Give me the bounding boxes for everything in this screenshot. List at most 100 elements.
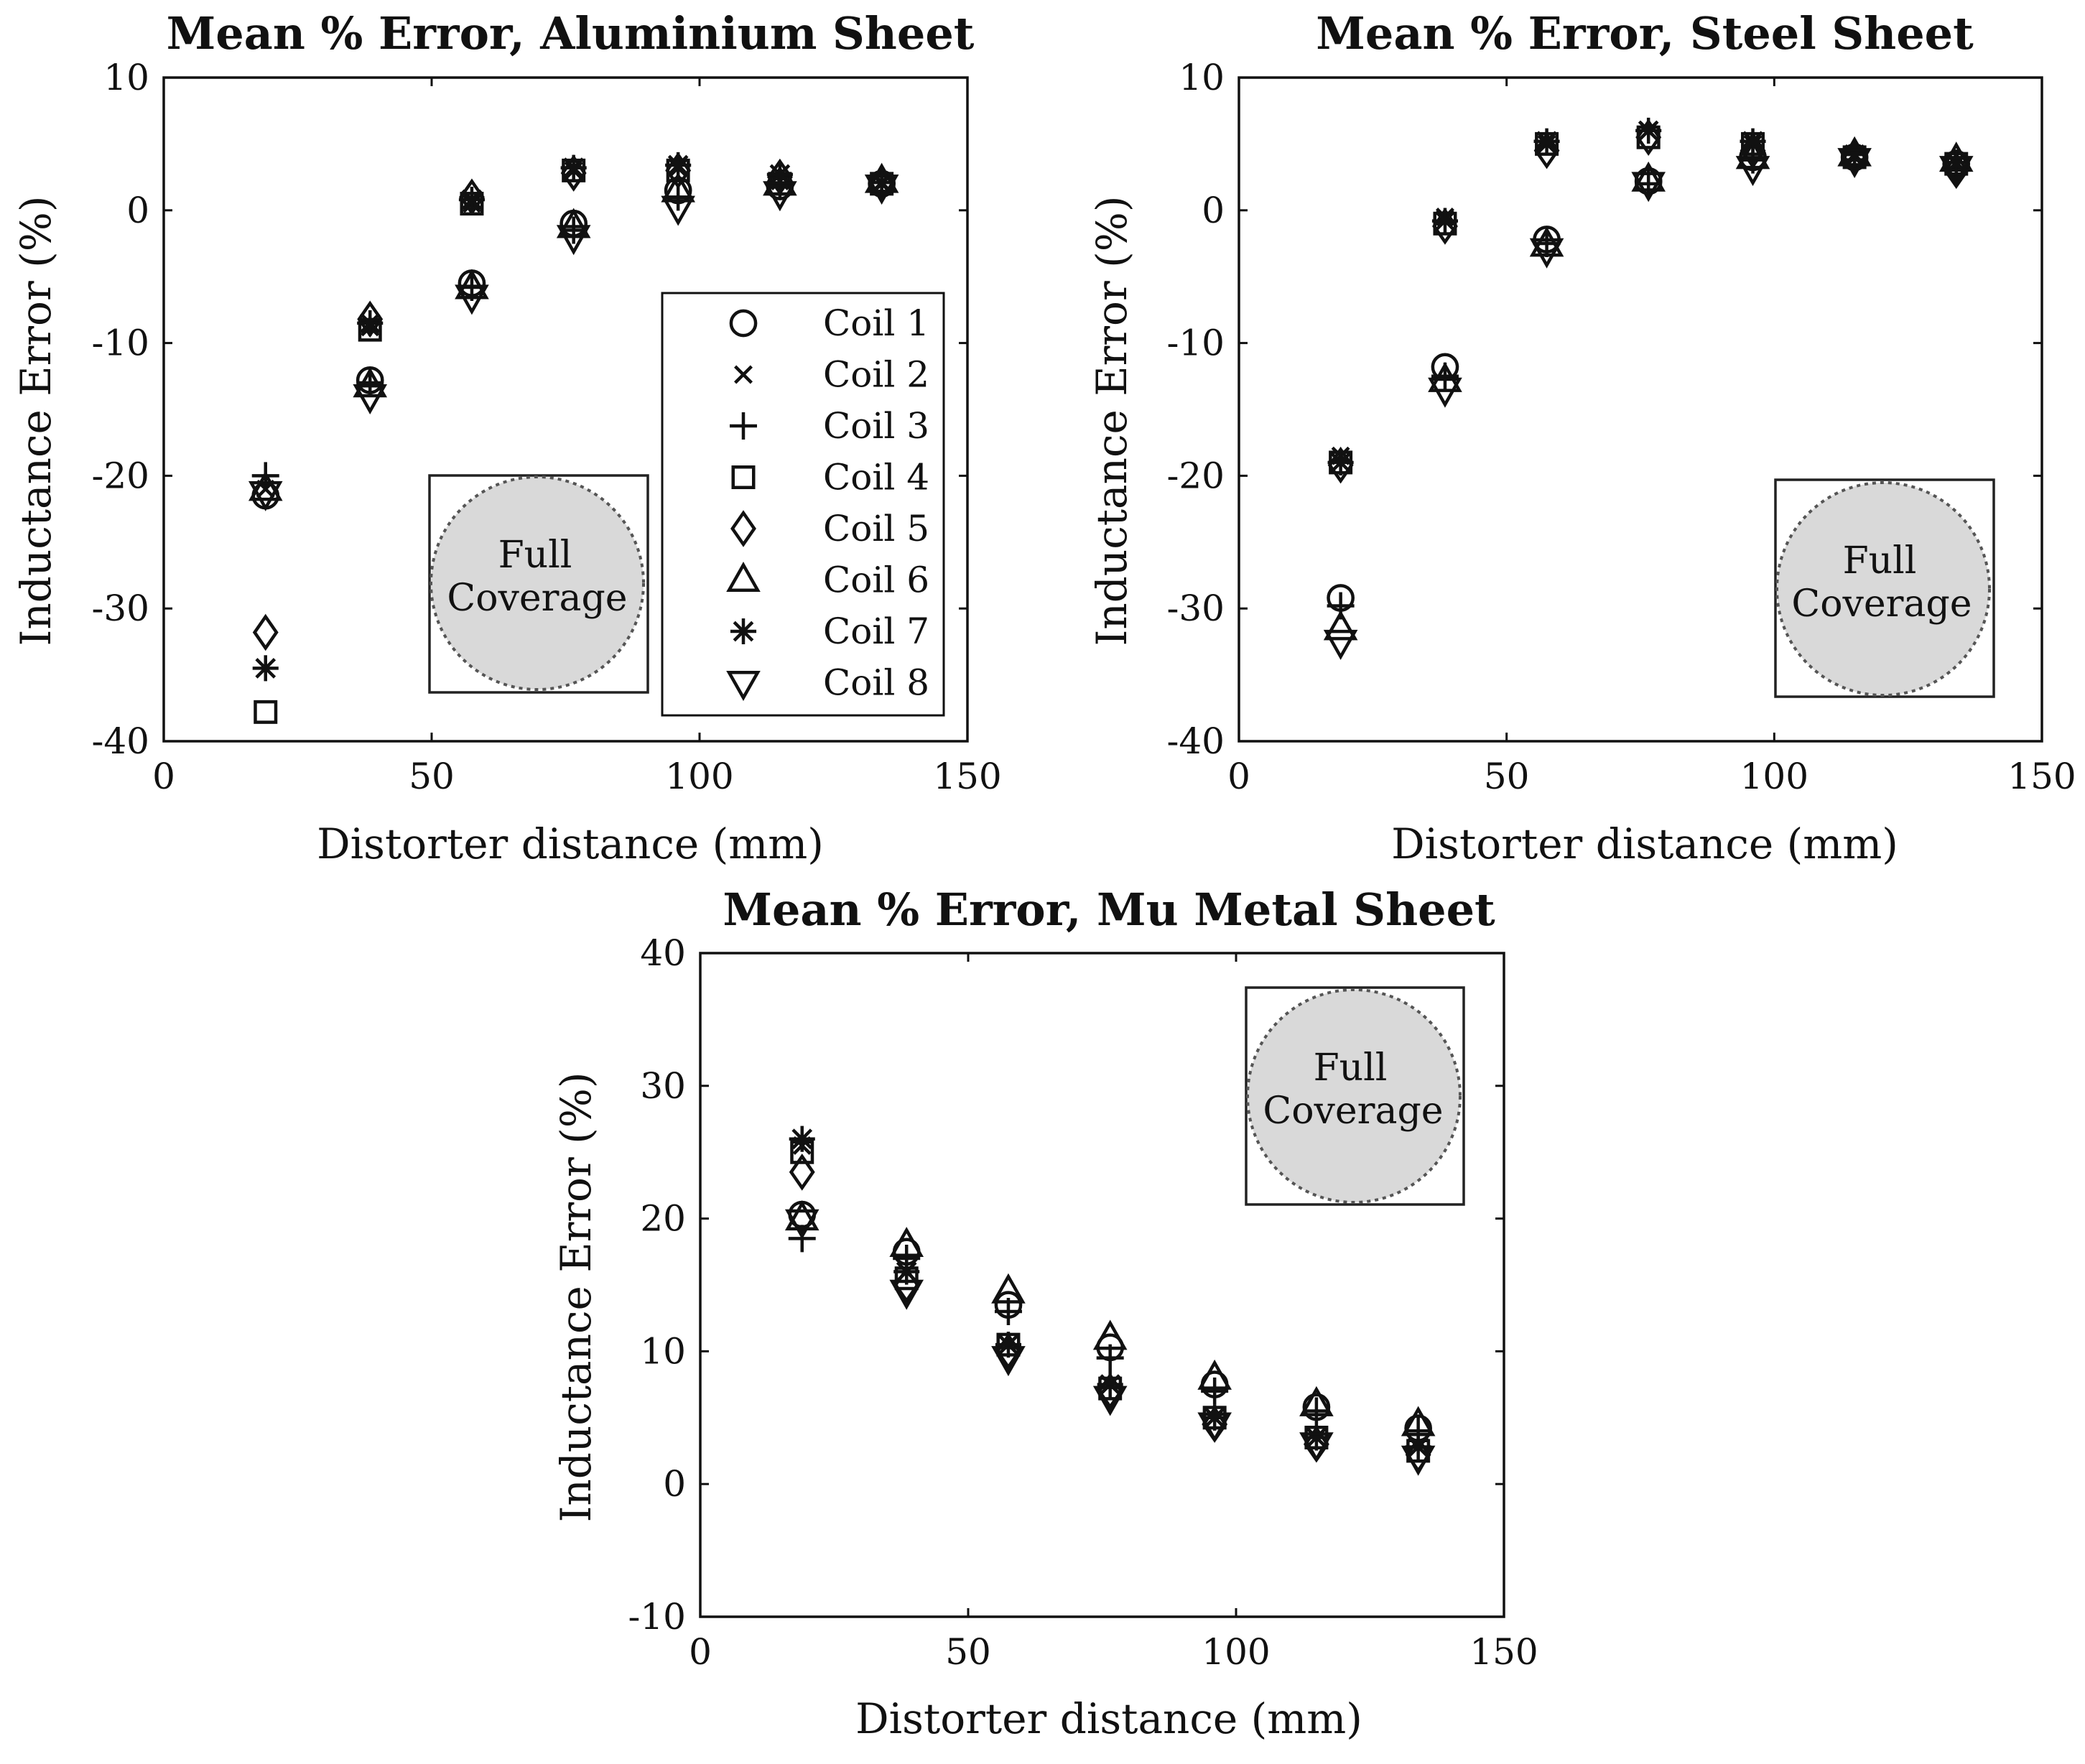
- data-point-coil-7: [893, 1258, 920, 1285]
- data-point-coil-5: [789, 1153, 815, 1191]
- data-point-coil-7: [1431, 208, 1458, 234]
- x-tick-label: 0: [1227, 756, 1250, 797]
- inset-disc: [1246, 988, 1462, 1204]
- y-tick-label: -30: [1166, 588, 1225, 629]
- y-tick-label: 20: [640, 1198, 686, 1240]
- legend: Coil 1 Coil 2 Coil 3 Coil 4 Coil 5 Coil 6 Coil…: [661, 292, 945, 717]
- data-point-coil-8: [1092, 1385, 1128, 1416]
- y-tick-label: 0: [1202, 190, 1225, 231]
- y-tick-label: -20: [91, 455, 149, 496]
- data-point-coil-8: [889, 1279, 924, 1310]
- y-tick-label: 10: [103, 57, 149, 98]
- inset-label-coverage: Coverage: [1791, 582, 1972, 626]
- data-point-coil-7: [1303, 1424, 1329, 1451]
- data-point-coil-5: [1943, 152, 1969, 190]
- x-tick-label: 50: [945, 1631, 991, 1673]
- data-point-coil-6: [661, 172, 695, 203]
- data-point-coil-7: [560, 154, 587, 181]
- data-point-coil-5: [1327, 446, 1354, 484]
- y-axis-label: Inductance Error (%): [552, 1072, 600, 1523]
- x-tick-label: 100: [1740, 756, 1808, 797]
- data-point-coil-7: [868, 169, 895, 196]
- data-point-coil-6: [248, 470, 283, 501]
- data-point-coil-8: [1837, 148, 1872, 179]
- data-point-coil-8: [763, 181, 797, 212]
- legend-marker-coil-7: [730, 618, 757, 645]
- data-point-coil-7: [1202, 1404, 1228, 1431]
- inset-full-coverage: Full Coverage: [1774, 478, 1995, 698]
- data-point-coil-4: [254, 700, 278, 724]
- data-point-coil-5: [252, 613, 279, 651]
- legend-box: [661, 292, 945, 717]
- axes-box: [162, 76, 969, 743]
- legend-marker-coil-2: [734, 365, 753, 384]
- legend-label: Coil 3: [823, 405, 929, 447]
- data-point-coil-6: [1735, 139, 1770, 170]
- data-point-coil-8: [991, 1346, 1026, 1377]
- data-point-coil-7: [1097, 1371, 1123, 1398]
- chart-title: Mean % Error, Steel Sheet: [1316, 7, 1974, 60]
- y-tick-label: -40: [91, 720, 149, 762]
- y-tick-label: -10: [628, 1596, 686, 1638]
- x-tick-label: 150: [1469, 1631, 1538, 1673]
- x-tick-label: 150: [933, 756, 1001, 797]
- data-point-coil-8: [353, 384, 388, 414]
- data-point-coil-8: [248, 481, 283, 511]
- data-point-coil-6: [1631, 161, 1666, 192]
- x-tick-label: 50: [409, 756, 455, 797]
- data-point-coil-8: [1323, 629, 1358, 660]
- data-markers: [1323, 117, 1974, 660]
- data-point-coil-3: [1201, 1377, 1229, 1405]
- y-tick-label: 30: [640, 1065, 686, 1107]
- data-point-coil-7: [1842, 141, 1868, 168]
- x-tick-label: 0: [689, 1631, 712, 1673]
- legend-label: Coil 5: [823, 508, 929, 549]
- y-tick-label: -10: [1166, 322, 1225, 364]
- data-point-coil-7: [458, 186, 485, 213]
- axes-box: [1237, 76, 2043, 743]
- y-tick-label: 40: [640, 932, 686, 974]
- axes-box: [699, 952, 1505, 1618]
- data-point-coil-3: [1302, 1397, 1330, 1425]
- inset-disc: [1775, 481, 1991, 697]
- chart-mu-metal: Mean % Error, Mu Metal Sheet Distorter d…: [552, 883, 1538, 1743]
- data-point-coil-6: [1197, 1359, 1232, 1390]
- data-point-coil-8: [1428, 377, 1462, 408]
- data-point-coil-5: [1533, 131, 1560, 170]
- legend-label: Coil 2: [823, 354, 929, 396]
- data-point-coil-7: [252, 655, 279, 682]
- legend-marker-coil-1: [729, 309, 758, 338]
- data-point-coil-6: [1323, 610, 1358, 641]
- inset-frame: [428, 474, 649, 694]
- data-point-coil-6: [991, 1273, 1026, 1304]
- legend-marker-coil-5: [730, 510, 756, 547]
- data-point-coil-7: [1943, 149, 1969, 176]
- x-axis-label: Distorter distance (mm): [1391, 820, 1898, 868]
- data-point-coil-6: [1092, 1319, 1128, 1350]
- data-point-coil-6: [353, 367, 388, 398]
- inset-label-coverage: Coverage: [1263, 1090, 1443, 1133]
- data-point-coil-7: [1635, 117, 1662, 144]
- data-point-coil-7: [789, 1125, 815, 1152]
- inset-label-coverage: Coverage: [447, 577, 627, 620]
- legend-label: Coil 7: [823, 611, 929, 652]
- chart-aluminium: Mean % Error, Aluminium Sheet Distorter …: [11, 7, 1002, 868]
- data-point-coil-8: [1631, 172, 1666, 203]
- inset-frame: [1774, 478, 1995, 698]
- data-point-coil-8: [1197, 1412, 1232, 1443]
- y-tick-label: -30: [91, 588, 149, 629]
- axis-ticks: 0 50 100 150 -40 -30 -20 -10 0 10: [91, 57, 1001, 797]
- legend-marker-coil-4: [731, 465, 756, 489]
- x-tick-label: 150: [2007, 756, 2076, 797]
- data-markers: [784, 1125, 1436, 1476]
- y-tick-label: -40: [1166, 720, 1225, 762]
- legend-label: Coil 4: [823, 457, 929, 498]
- legend-label: Coil 6: [823, 560, 929, 601]
- data-point-coil-7: [1740, 128, 1766, 154]
- data-point-coil-6: [1299, 1385, 1334, 1416]
- inset-label-full: Full: [1314, 1046, 1388, 1090]
- data-point-coil-8: [1938, 156, 1974, 187]
- data-point-coil-6: [784, 1200, 819, 1231]
- data-point-coil-8: [556, 225, 591, 256]
